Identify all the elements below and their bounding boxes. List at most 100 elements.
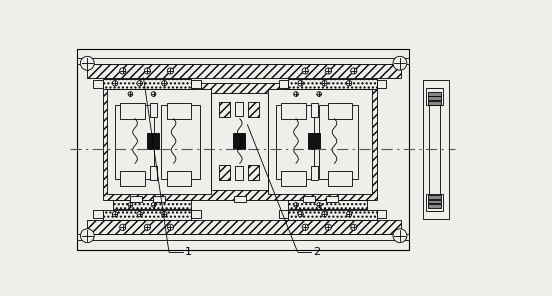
Bar xyxy=(115,105,153,179)
Circle shape xyxy=(81,229,94,243)
Bar xyxy=(426,194,443,211)
Circle shape xyxy=(317,202,321,207)
Circle shape xyxy=(162,81,167,86)
Bar xyxy=(150,103,157,117)
Bar xyxy=(77,49,409,250)
Text: 2: 2 xyxy=(313,247,320,257)
Bar xyxy=(120,103,145,119)
Bar xyxy=(235,166,243,180)
Bar xyxy=(288,200,367,209)
Bar xyxy=(167,103,192,119)
Bar xyxy=(103,79,192,89)
Bar xyxy=(428,200,440,203)
Bar xyxy=(87,64,401,78)
Bar xyxy=(233,196,246,202)
Circle shape xyxy=(167,224,173,230)
Circle shape xyxy=(325,224,331,230)
Circle shape xyxy=(167,68,173,74)
Circle shape xyxy=(128,92,132,96)
Circle shape xyxy=(144,68,151,74)
Circle shape xyxy=(151,92,156,96)
Circle shape xyxy=(393,56,407,70)
Circle shape xyxy=(151,202,156,207)
Circle shape xyxy=(113,211,118,217)
Bar xyxy=(282,103,306,119)
Bar xyxy=(326,196,338,202)
Bar xyxy=(303,196,315,202)
Circle shape xyxy=(302,224,309,230)
Bar xyxy=(77,234,409,240)
Bar xyxy=(311,103,319,117)
Bar xyxy=(327,103,352,119)
Circle shape xyxy=(294,202,298,207)
Text: 1: 1 xyxy=(184,247,192,257)
Circle shape xyxy=(302,68,309,74)
Bar xyxy=(307,133,320,149)
Circle shape xyxy=(120,68,126,74)
Circle shape xyxy=(81,56,94,70)
Bar xyxy=(248,102,259,117)
Bar xyxy=(235,102,243,116)
Circle shape xyxy=(351,68,357,74)
Bar xyxy=(429,88,440,211)
Bar xyxy=(120,171,145,186)
Bar xyxy=(311,166,319,180)
Bar xyxy=(107,89,211,194)
Bar xyxy=(428,101,440,105)
Bar xyxy=(161,105,200,179)
Circle shape xyxy=(162,211,167,217)
Circle shape xyxy=(322,211,327,217)
Bar xyxy=(103,83,377,200)
Bar xyxy=(276,105,315,179)
Bar xyxy=(192,80,200,88)
Bar xyxy=(147,133,159,149)
Bar xyxy=(288,79,377,89)
Circle shape xyxy=(137,211,142,217)
Circle shape xyxy=(347,211,352,217)
Bar xyxy=(428,92,440,96)
Circle shape xyxy=(322,81,327,86)
Bar xyxy=(153,196,165,202)
Bar xyxy=(103,210,192,220)
Bar xyxy=(93,80,103,88)
Bar xyxy=(288,89,367,98)
Bar xyxy=(113,89,192,98)
Bar xyxy=(87,220,401,234)
Bar xyxy=(192,210,200,218)
Circle shape xyxy=(144,224,151,230)
Bar xyxy=(233,133,245,149)
Bar xyxy=(279,210,288,218)
Circle shape xyxy=(294,92,298,96)
Circle shape xyxy=(298,211,303,217)
Bar xyxy=(113,200,192,209)
Bar xyxy=(288,210,377,220)
Circle shape xyxy=(137,81,142,86)
Circle shape xyxy=(113,81,118,86)
Circle shape xyxy=(351,224,357,230)
Bar xyxy=(93,210,103,218)
Bar xyxy=(282,171,306,186)
Bar xyxy=(211,93,268,190)
Circle shape xyxy=(317,92,321,96)
Bar xyxy=(377,80,386,88)
Circle shape xyxy=(325,68,331,74)
Circle shape xyxy=(393,229,407,243)
Bar xyxy=(428,195,440,199)
Bar xyxy=(219,165,230,180)
Bar xyxy=(77,58,409,64)
Bar xyxy=(428,96,440,100)
Circle shape xyxy=(347,81,352,86)
Bar xyxy=(428,204,440,208)
Bar xyxy=(167,171,192,186)
Bar xyxy=(377,210,386,218)
Bar xyxy=(423,80,449,219)
Bar xyxy=(130,196,142,202)
Circle shape xyxy=(120,224,126,230)
Bar xyxy=(426,88,443,105)
Circle shape xyxy=(298,81,303,86)
Bar xyxy=(319,105,358,179)
Bar xyxy=(219,102,230,117)
Bar xyxy=(279,80,288,88)
Bar xyxy=(150,166,157,180)
Bar xyxy=(268,89,372,194)
